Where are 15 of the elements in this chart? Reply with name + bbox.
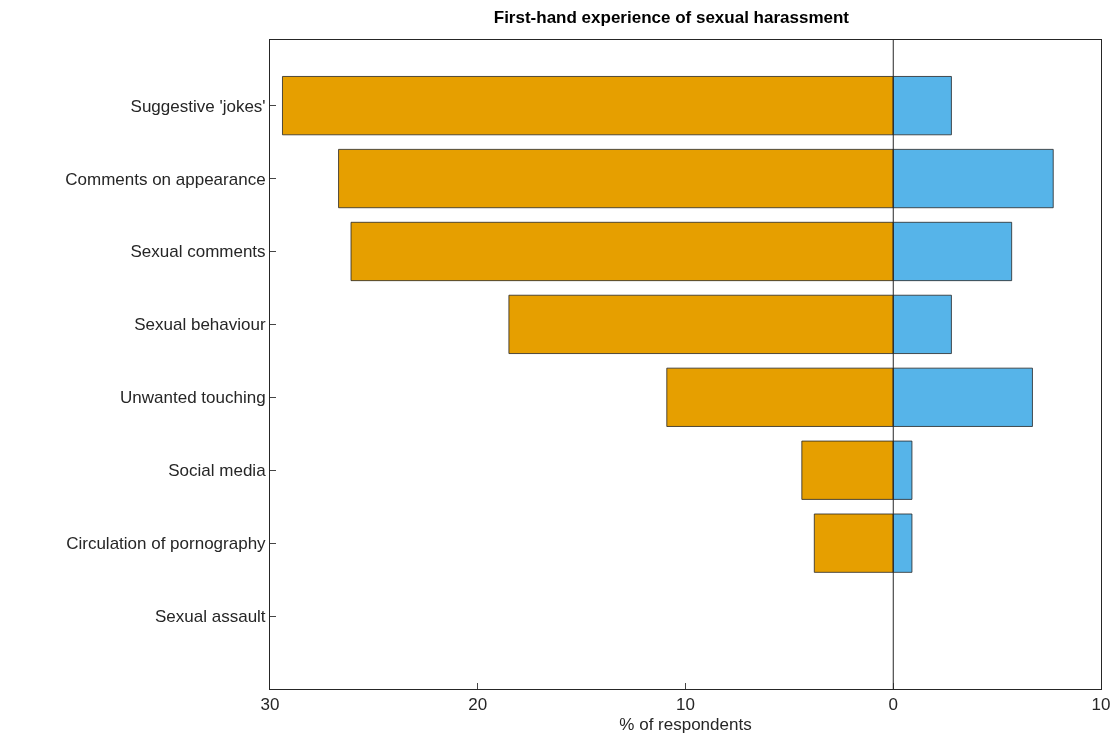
x-tick-label: 0 <box>888 695 898 715</box>
x-axis-title: % of respondents <box>619 714 752 734</box>
y-tick-label: Suggestive 'jokes' <box>130 96 266 116</box>
x-tick-label: 10 <box>1091 695 1111 715</box>
x-tick-label: 20 <box>468 695 488 715</box>
y-tick-label: Unwanted touching <box>120 388 266 408</box>
y-tick-label: Sexual behaviour <box>134 315 266 335</box>
y-tick-label: Circulation of pornography <box>66 534 267 554</box>
x-tick-label: 10 <box>676 695 695 715</box>
y-tick-label: Sexual comments <box>130 242 266 262</box>
y-tick-label: Sexual assault <box>155 607 266 627</box>
y-tick-label: Comments on appearance <box>65 169 266 189</box>
x-tick-label: 30 <box>260 695 280 715</box>
y-tick-label: Social media <box>168 461 267 481</box>
chart-title: First-hand experience of sexual harassment <box>493 8 850 28</box>
